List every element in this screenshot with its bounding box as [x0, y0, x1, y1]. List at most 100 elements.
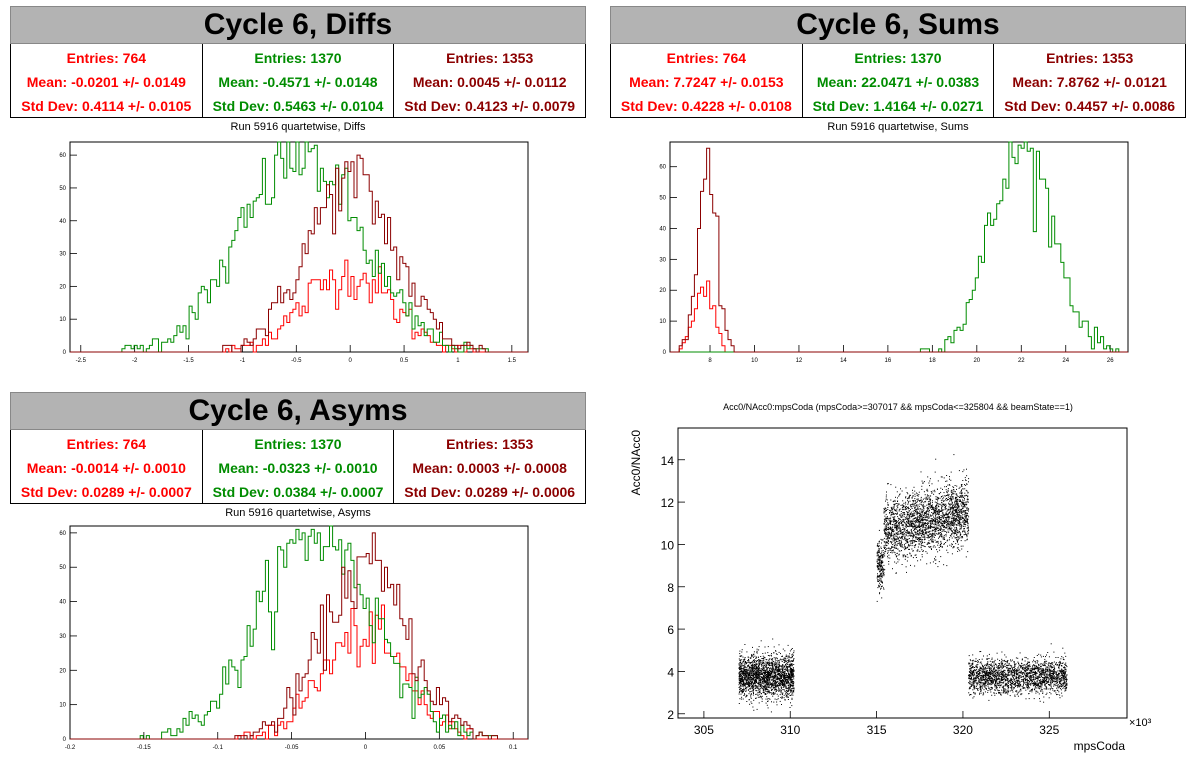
- scatter-point: [882, 554, 884, 556]
- scatter-point: [927, 510, 929, 512]
- scatter-point: [918, 494, 920, 496]
- scatter-point: [892, 506, 894, 508]
- scatter-point: [920, 498, 922, 500]
- scatter-point: [903, 516, 905, 518]
- scatter-point: [951, 490, 953, 492]
- scatter-point: [944, 523, 946, 524]
- scatter-point: [767, 672, 769, 674]
- scatter-point: [912, 538, 914, 540]
- scatter-point: [895, 527, 897, 529]
- scatter-point: [883, 588, 885, 590]
- scatter-point: [1064, 690, 1066, 692]
- scatter-point: [941, 534, 943, 536]
- scatter-point: [956, 515, 958, 517]
- scatter-point: [1057, 694, 1059, 695]
- scatter-point: [914, 498, 916, 500]
- scatter-point: [777, 660, 779, 661]
- scatter-point: [890, 528, 892, 530]
- scatter-point: [950, 497, 952, 499]
- scatter-point: [941, 524, 943, 526]
- scatter-point: [962, 545, 964, 547]
- scatter-point: [944, 500, 946, 502]
- scatter-point: [771, 701, 772, 703]
- scatter-point: [900, 511, 902, 512]
- scatter-point: [761, 679, 763, 681]
- scatter-point: [946, 549, 948, 551]
- scatter-point: [772, 691, 774, 693]
- scatter-point: [920, 530, 922, 532]
- scatter-point: [774, 685, 776, 686]
- scatter-point: [934, 520, 936, 522]
- scatter-point: [787, 692, 788, 694]
- scatter-point: [914, 524, 916, 526]
- scatter-point: [758, 646, 760, 648]
- scatter-point: [946, 521, 948, 523]
- scatter-point: [940, 515, 942, 516]
- scatter-point: [961, 505, 963, 507]
- scatter-point: [754, 671, 756, 673]
- scatter-point: [1011, 665, 1013, 667]
- scatter-point: [772, 664, 774, 666]
- scatter-point: [910, 540, 911, 542]
- scatter-point: [954, 518, 956, 519]
- scatter-point: [957, 536, 959, 538]
- scatter-point: [759, 674, 761, 676]
- scatter-point: [910, 494, 911, 496]
- scatter-point: [940, 522, 942, 524]
- scatter-point: [756, 675, 758, 677]
- scatter-point: [880, 581, 882, 583]
- scatter-point: [921, 500, 923, 502]
- scatter-point: [773, 689, 775, 691]
- scatter-point: [886, 528, 887, 530]
- scatter-point: [767, 655, 769, 656]
- x-tick-label: 315: [867, 723, 887, 737]
- scatter-point: [951, 493, 953, 495]
- scatter-point: [942, 495, 944, 497]
- scatter-point: [909, 525, 911, 527]
- scatter-point: [880, 554, 882, 556]
- scatter-point: [936, 508, 938, 509]
- scatter-point: [889, 521, 891, 523]
- scatter-point: [881, 550, 883, 552]
- scatter-point: [780, 690, 782, 691]
- scatter-point: [743, 672, 744, 674]
- scatter-point: [749, 674, 751, 676]
- scatter-point: [906, 530, 908, 532]
- scatter-point: [755, 673, 757, 675]
- scatter-point: [948, 509, 950, 511]
- scatter-point: [954, 519, 956, 521]
- scatter-point: [752, 706, 754, 708]
- scatter-point: [785, 663, 787, 665]
- scatter-point: [960, 510, 962, 512]
- scatter-point: [938, 512, 940, 513]
- scatter-point: [915, 520, 917, 522]
- scatter-point: [900, 546, 902, 548]
- scatter-point: [897, 517, 899, 519]
- scatter-point: [758, 673, 760, 675]
- scatter-point: [900, 540, 902, 542]
- scatter-point: [749, 681, 751, 683]
- scatter-point: [768, 665, 770, 666]
- scatter-point: [793, 675, 795, 677]
- scatter-point: [926, 510, 928, 512]
- stat-std: Std Dev: 0.0289 +/- 0.0006: [404, 484, 576, 500]
- scatter-point: [945, 521, 946, 523]
- scatter-point: [779, 675, 781, 677]
- scatter-point: [786, 682, 788, 684]
- scatter-point: [783, 672, 785, 674]
- scatter-point: [914, 546, 916, 548]
- scatter-point: [878, 552, 880, 553]
- scatter-point: [929, 504, 931, 506]
- scatter-point: [886, 491, 887, 493]
- scatter-point: [790, 702, 791, 704]
- asyms-stat-green: Entries: 1370 Mean: -0.0323 +/- 0.0010 S…: [201, 430, 394, 503]
- scatter-point: [952, 517, 954, 519]
- scatter-point: [741, 655, 743, 657]
- scatter-point: [753, 679, 755, 681]
- scatter-point: [902, 504, 904, 506]
- y-tick-label: 30: [659, 257, 666, 263]
- scatter-point: [777, 661, 779, 663]
- scatter-point: [772, 669, 774, 671]
- scatter-point: [894, 541, 896, 543]
- scatter-point: [916, 504, 918, 506]
